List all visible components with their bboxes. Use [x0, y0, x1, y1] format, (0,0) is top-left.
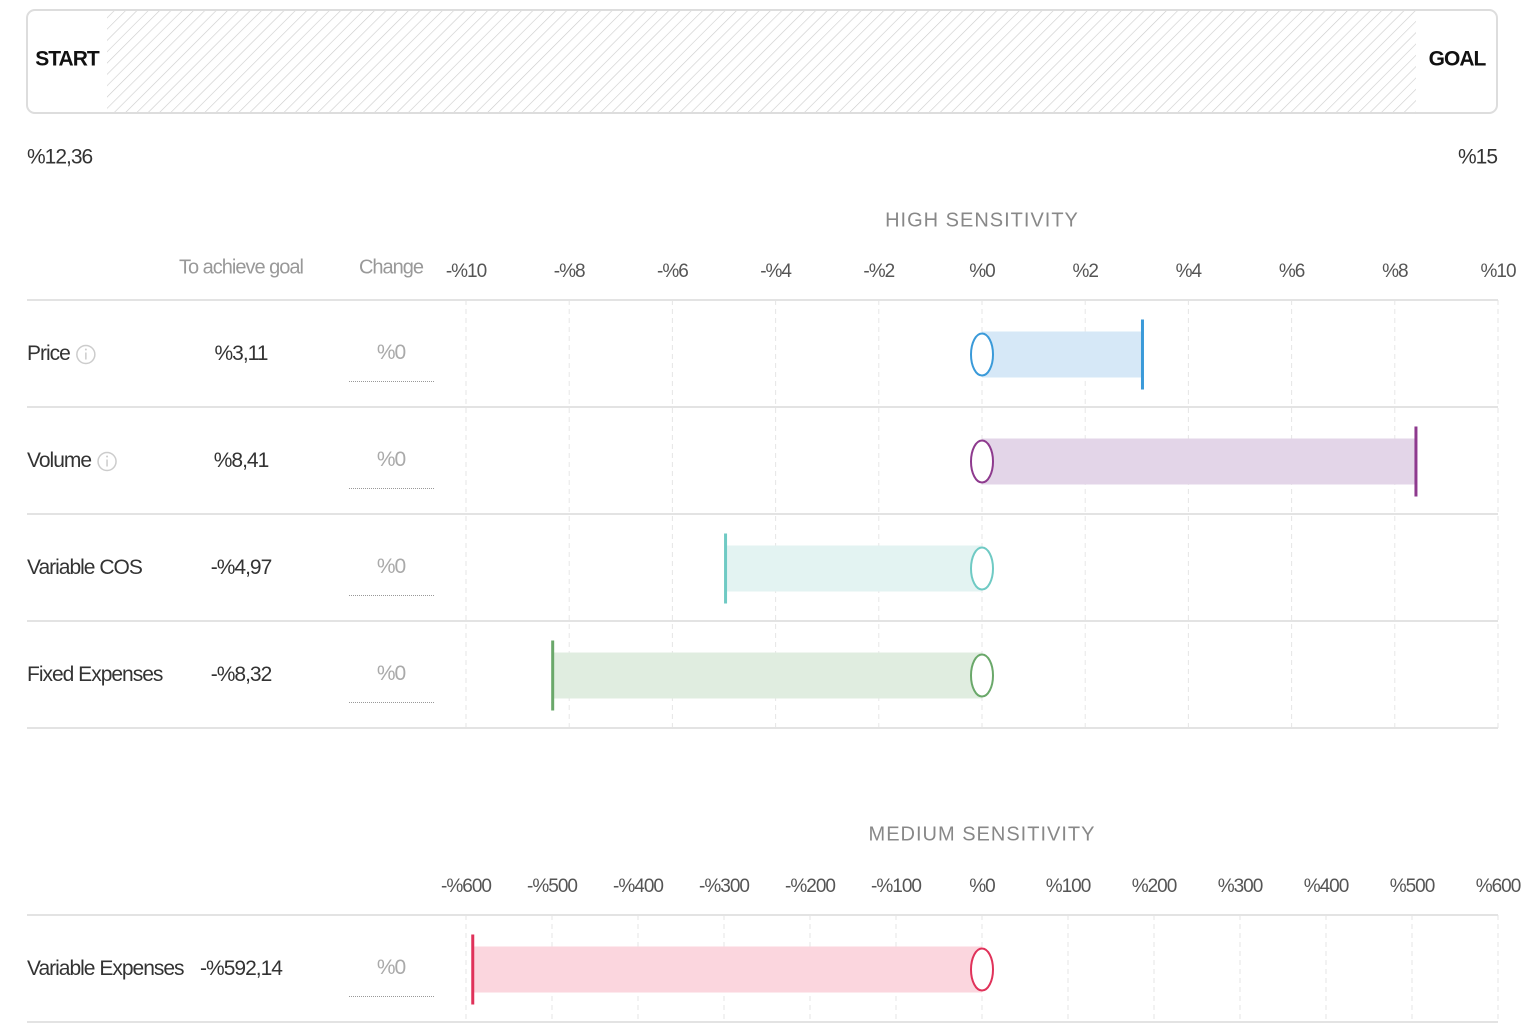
change-handle — [970, 332, 994, 377]
goal-value: %15 — [1458, 146, 1497, 169]
x-tick-label: %100 — [1046, 876, 1091, 897]
change-handle — [970, 653, 994, 698]
row-label: Volume — [27, 449, 91, 472]
goal-value: %3,11 — [215, 342, 268, 365]
info-icon — [97, 451, 117, 472]
x-tick-label: -%200 — [785, 876, 835, 897]
change-input[interactable]: %0 — [377, 555, 407, 578]
progress-track — [107, 11, 1416, 112]
goal-value: -%8,32 — [211, 663, 272, 686]
row-label: Fixed Expenses — [27, 663, 163, 686]
section-title: HIGH SENSITIVITY — [885, 209, 1079, 231]
info-icon-dot — [106, 455, 109, 458]
goal-bar — [552, 652, 982, 699]
goal-value: -%4,97 — [211, 556, 272, 579]
x-tick-label: %8 — [1382, 261, 1408, 282]
x-tick-label: %600 — [1476, 876, 1521, 897]
x-tick-label: %0 — [969, 876, 995, 897]
x-tick-label: %2 — [1072, 261, 1098, 282]
goal-value: -%592,14 — [200, 957, 283, 980]
goal-label: GOAL — [1429, 48, 1487, 71]
x-tick-label: %10 — [1480, 261, 1515, 282]
goal-bar — [472, 946, 982, 993]
change-input[interactable]: %0 — [377, 341, 407, 364]
info-icon-dot — [84, 348, 87, 351]
change-header: Change — [359, 256, 424, 278]
x-tick-label: -%500 — [527, 876, 577, 897]
row-label: Variable Expenses — [27, 957, 184, 980]
x-tick-label: %6 — [1279, 261, 1305, 282]
x-tick-label: %500 — [1390, 876, 1435, 897]
x-tick-label: -%6 — [657, 261, 688, 282]
change-handle — [970, 947, 994, 992]
goal-bar — [982, 331, 1143, 378]
goal-value: %8,41 — [214, 449, 269, 472]
change-handle — [970, 546, 994, 591]
x-tick-label: -%300 — [699, 876, 749, 897]
x-tick-label: -%2 — [863, 261, 894, 282]
x-tick-label: -%4 — [760, 261, 792, 282]
start-value: %12,36 — [27, 146, 93, 169]
x-tick-label: %400 — [1304, 876, 1349, 897]
info-icon — [76, 344, 96, 365]
x-tick-label: -%10 — [446, 261, 487, 282]
x-tick-label: -%600 — [441, 876, 491, 897]
start-label: START — [35, 48, 100, 71]
x-tick-label: %200 — [1132, 876, 1177, 897]
change-input[interactable]: %0 — [377, 662, 407, 685]
goal-bar — [982, 438, 1416, 485]
x-tick-label: -%400 — [613, 876, 663, 897]
change-input[interactable]: %0 — [377, 956, 407, 979]
section-title: MEDIUM SENSITIVITY — [869, 823, 1096, 845]
x-tick-label: -%8 — [554, 261, 585, 282]
goal-header: To achieve goal — [179, 256, 304, 278]
x-tick-label: %0 — [969, 261, 995, 282]
change-handle — [970, 439, 994, 484]
x-tick-label: %4 — [1176, 261, 1203, 282]
x-tick-label: %300 — [1218, 876, 1263, 897]
row-label: Variable COS — [27, 556, 143, 579]
x-tick-label: -%100 — [871, 876, 921, 897]
row-label: Price — [27, 342, 70, 365]
goal-bar — [725, 545, 982, 592]
change-input[interactable]: %0 — [377, 448, 407, 471]
